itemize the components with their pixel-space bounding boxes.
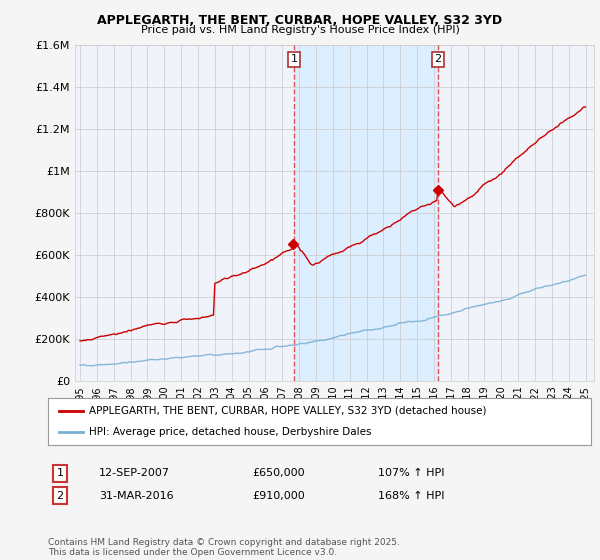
Bar <box>294 45 438 381</box>
Text: 1: 1 <box>290 54 298 64</box>
Text: HPI: Average price, detached house, Derbyshire Dales: HPI: Average price, detached house, Derb… <box>89 427 371 437</box>
Text: 107% ↑ HPI: 107% ↑ HPI <box>378 468 445 478</box>
Text: Contains HM Land Registry data © Crown copyright and database right 2025.
This d: Contains HM Land Registry data © Crown c… <box>48 538 400 557</box>
Text: £910,000: £910,000 <box>252 491 305 501</box>
Text: APPLEGARTH, THE BENT, CURBAR, HOPE VALLEY, S32 3YD (detached house): APPLEGARTH, THE BENT, CURBAR, HOPE VALLE… <box>89 406 486 416</box>
Text: Price paid vs. HM Land Registry's House Price Index (HPI): Price paid vs. HM Land Registry's House … <box>140 25 460 35</box>
Text: 1: 1 <box>56 468 64 478</box>
Text: 2: 2 <box>434 54 442 64</box>
Text: 168% ↑ HPI: 168% ↑ HPI <box>378 491 445 501</box>
Text: 2: 2 <box>56 491 64 501</box>
Text: £650,000: £650,000 <box>252 468 305 478</box>
Text: APPLEGARTH, THE BENT, CURBAR, HOPE VALLEY, S32 3YD: APPLEGARTH, THE BENT, CURBAR, HOPE VALLE… <box>97 14 503 27</box>
Text: 31-MAR-2016: 31-MAR-2016 <box>99 491 173 501</box>
Text: 12-SEP-2007: 12-SEP-2007 <box>99 468 170 478</box>
